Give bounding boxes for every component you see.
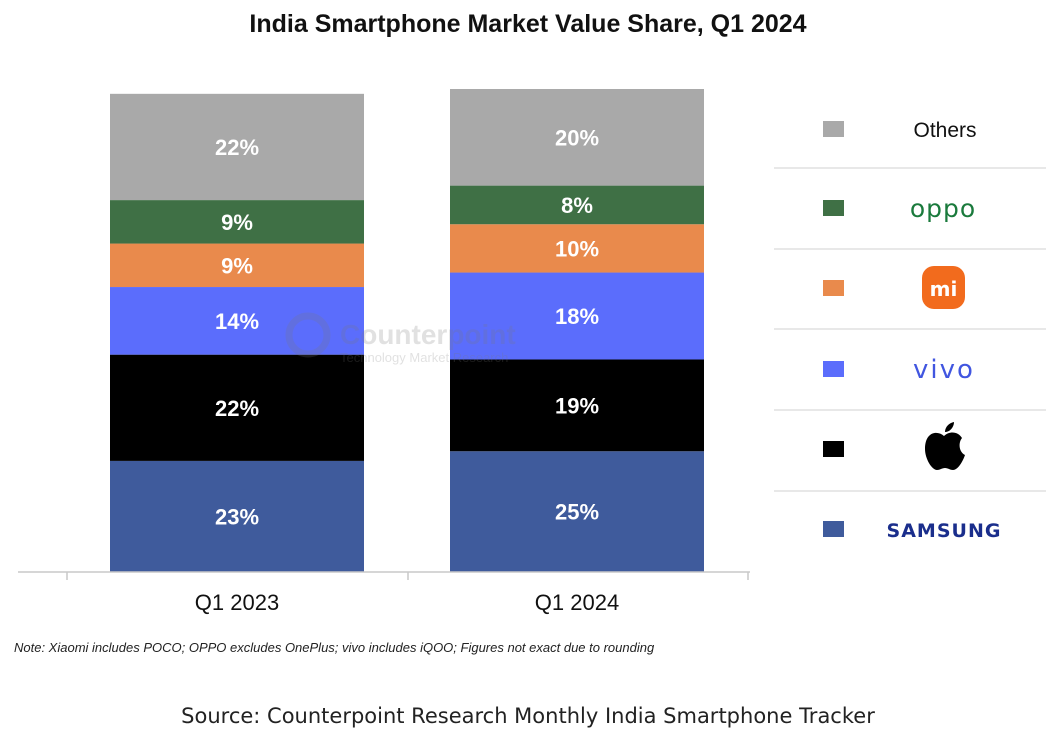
bar-segment-xiaomi-0	[110, 243, 364, 288]
category-label: Q1 2023	[195, 590, 279, 615]
legend-swatch-xiaomi	[823, 280, 844, 296]
chart-title: India Smartphone Market Value Share, Q1 …	[249, 10, 807, 38]
watermark: Counterpoint Technology Market Research	[285, 312, 516, 365]
bar-segment-others-0	[110, 93, 364, 201]
data-label-samsung-0: 23%	[215, 504, 259, 529]
data-label-vivo-0: 14%	[215, 309, 259, 334]
data-label-vivo-1: 18%	[555, 304, 599, 329]
oppo-logo: oppo	[910, 194, 976, 223]
legend-label-others: Others	[913, 119, 976, 142]
xiaomi-logo-text: mi	[930, 277, 958, 301]
watermark-name: Counterpoint	[340, 319, 516, 350]
bar-segment-vivo-0	[110, 287, 364, 355]
data-label-oppo-0: 9%	[221, 210, 253, 235]
data-label-xiaomi-1: 10%	[555, 236, 599, 261]
data-label-apple-0: 22%	[215, 396, 259, 421]
data-label-xiaomi-0: 9%	[221, 253, 253, 278]
samsung-logo: SAMSUNG	[887, 520, 1002, 542]
legend-swatch-apple	[823, 441, 844, 457]
bar-segment-apple-1	[450, 359, 704, 452]
vivo-logo: vivo	[913, 355, 975, 385]
bars-group: 23% 22% 14% 9% 9% 22% 25% 19% 18% 10% 8% 20%	[110, 89, 704, 572]
category-label: Q1 2024	[535, 590, 619, 615]
bar-segment-xiaomi-1	[450, 224, 704, 273]
legend-swatch-samsung	[823, 521, 844, 537]
x-axis	[18, 571, 750, 580]
legend: Others oppo mi vivo SAMSUNG	[774, 119, 1046, 542]
bar-segment-vivo-1	[450, 272, 704, 360]
footnote: Note: Xiaomi includes POCO; OPPO exclude…	[14, 640, 655, 655]
source-line: Source: Counterpoint Research Monthly In…	[181, 704, 875, 728]
bar-segment-oppo-1	[450, 185, 704, 225]
legend-swatch-others	[823, 121, 844, 137]
legend-swatch-oppo	[823, 200, 844, 216]
bar-segment-samsung-1	[450, 451, 704, 572]
bar-segment-apple-0	[110, 354, 364, 461]
watermark-tagline: Technology Market Research	[340, 350, 508, 365]
bar-segment-samsung-0	[110, 460, 364, 572]
bar-segment-oppo-0	[110, 200, 364, 244]
data-label-apple-1: 19%	[555, 393, 599, 418]
data-label-samsung-1: 25%	[555, 500, 599, 525]
xiaomi-mi-logo-icon: mi	[922, 266, 965, 309]
legend-swatch-vivo	[823, 361, 844, 377]
apple-logo-icon	[925, 422, 965, 470]
category-labels: Q1 2023 Q1 2024	[195, 590, 619, 615]
watermark-logo-icon	[285, 312, 331, 358]
data-label-others-1: 20%	[555, 125, 599, 150]
data-label-others-0: 22%	[215, 135, 259, 160]
data-label-oppo-1: 8%	[561, 193, 593, 218]
bar-segment-others-1	[450, 89, 704, 186]
